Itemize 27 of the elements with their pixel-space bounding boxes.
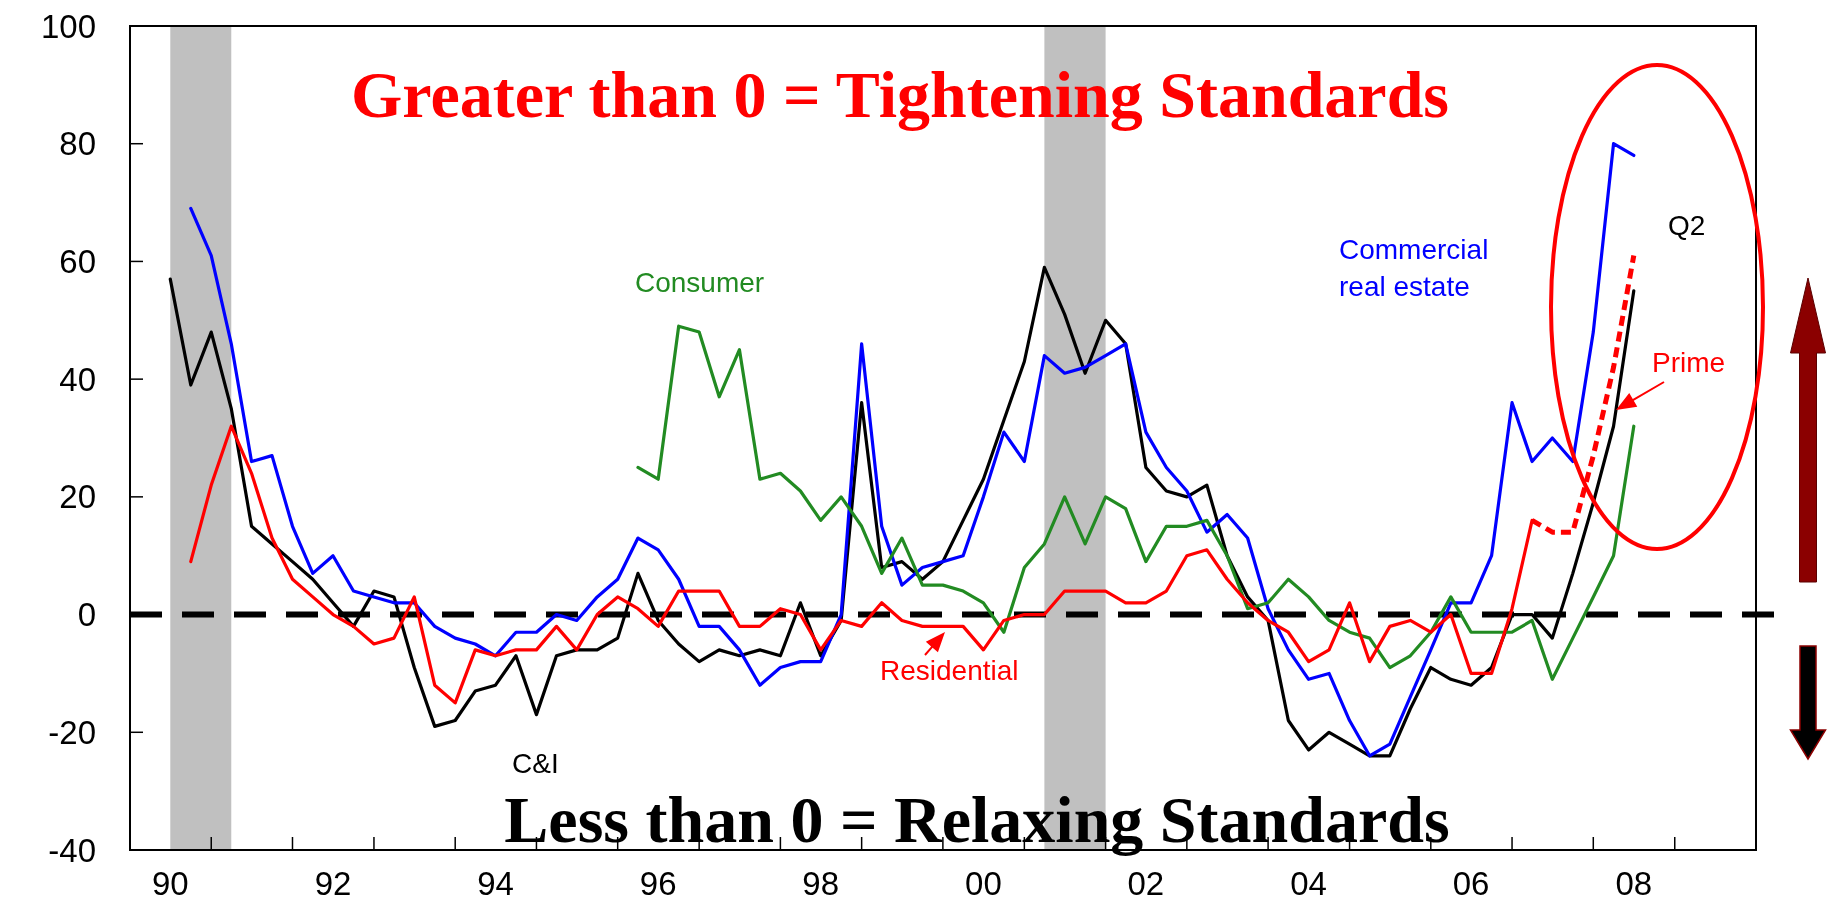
x-tick-label: 98 <box>802 865 840 902</box>
y-tick-label: 60 <box>59 242 96 280</box>
y-tick-label: 20 <box>59 478 96 516</box>
x-tick-label: 94 <box>477 865 514 902</box>
series-label: Consumer <box>635 267 765 298</box>
x-tick-label: 96 <box>639 865 677 902</box>
x-tick-label: 04 <box>1290 865 1327 902</box>
y-tick-label: -40 <box>48 831 96 869</box>
series-label: Prime <box>1652 347 1726 378</box>
annotation: Greater than 0 = Tightening Standards <box>350 58 1450 131</box>
annotation: Q2 <box>1668 210 1706 241</box>
x-tick-label: 02 <box>1127 865 1165 902</box>
x-tick-label: 06 <box>1452 865 1490 902</box>
legend-label: Residential <box>880 655 1019 686</box>
y-tick-label: -20 <box>48 713 96 751</box>
x-tick-label: 90 <box>151 865 189 902</box>
y-tick-label: 80 <box>59 125 96 163</box>
y-tick-label: 100 <box>40 7 96 45</box>
x-tick-label: 08 <box>1615 865 1653 902</box>
x-tick-label: 00 <box>965 865 1002 902</box>
series-label: C&I <box>512 748 559 779</box>
annotation: Less than 0 = Relaxing Standards <box>504 783 1450 856</box>
x-tick-label: 92 <box>314 865 352 902</box>
y-tick-label: 40 <box>59 360 96 398</box>
y-tick-label: 0 <box>77 596 96 634</box>
text: Commercial real estate <box>1339 234 1489 302</box>
line-series <box>636 324 1636 681</box>
